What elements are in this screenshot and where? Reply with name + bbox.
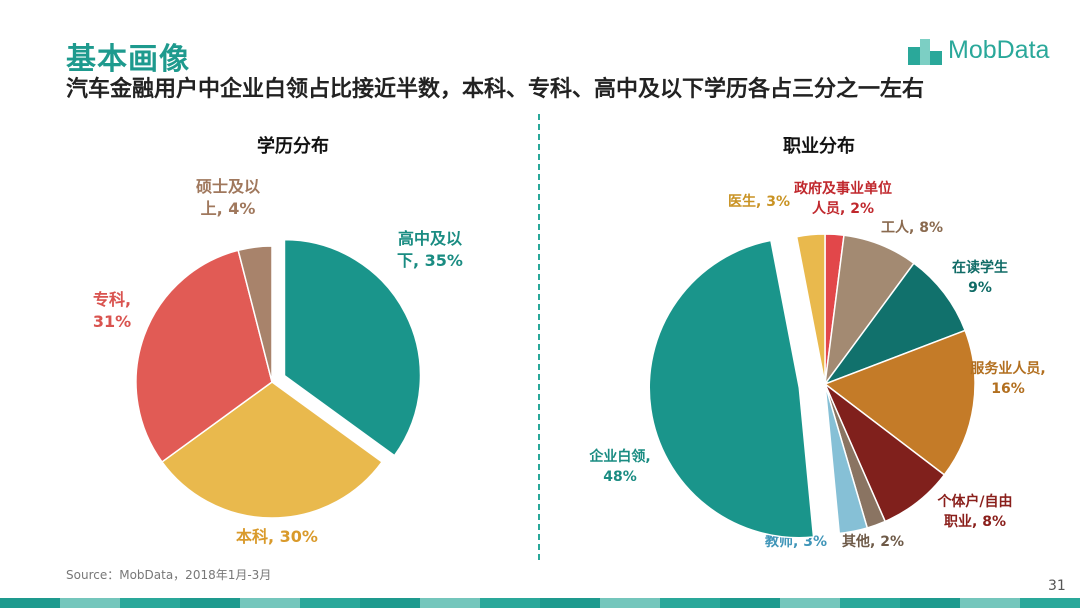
occupation-label-0: 政府及事业单位人员, 2% — [794, 180, 892, 217]
logo-text: MobData — [948, 36, 1050, 64]
occupation-label-4-line-1: 职业, 8% — [944, 514, 1006, 530]
mobdata-logo: MobData — [908, 36, 1049, 65]
education-label-3-line-1: 上, 4% — [201, 199, 256, 218]
occupation-label-7: 企业白领, 48% — [588, 448, 650, 485]
occupation-label-3-line-1: 16% — [991, 381, 1025, 397]
occupation-slice-6 — [824, 383, 869, 535]
section-divider — [538, 114, 540, 560]
page-subtitle: 汽车金融用户中企业白领占比接近半数，本科、专科、高中及以下学历各占三分之一左右 — [66, 77, 925, 102]
education-label-0-line-0: 高中及以 — [398, 229, 462, 248]
occupation-label-7-line-1: 48% — [603, 469, 637, 485]
education-label-2-line-1: 31% — [93, 312, 131, 331]
education-label-3: 硕士及以上, 4% — [196, 177, 260, 218]
education-label-2: 专科, 31% — [93, 290, 131, 331]
occupation-slice-3 — [823, 329, 976, 476]
occupation-label-2: 在读学生 9% — [952, 259, 1008, 296]
occupation-label-0-line-1: 人员, 2% — [812, 200, 874, 217]
education-label-0: 高中及以下, 35% — [397, 229, 463, 270]
education-slice-1 — [160, 381, 384, 519]
occupation-label-3-line-0: 服务业人员, — [970, 360, 1045, 377]
education-label-1-line-0: 本科, 30% — [236, 527, 318, 546]
education-label-2-line-0: 专科, — [93, 290, 131, 309]
occupation-label-1-line-0: 工人, 8% — [881, 219, 943, 236]
occupation-slice-7 — [648, 239, 815, 539]
occupation-label-0-line-0: 政府及事业单位 — [794, 180, 892, 197]
occupation-label-1: 工人, 8% — [881, 219, 943, 236]
occupation-label-3: 服务业人员, 16% — [970, 360, 1045, 397]
education-label-0-line-1: 下, 35% — [397, 251, 463, 270]
occupation-label-4-line-0: 个体户/自由 — [936, 493, 1012, 510]
education-label-1: 本科, 30% — [236, 527, 318, 546]
occupation-label-8-line-0: 医生, 3% — [728, 193, 790, 210]
education-label-3-line-0: 硕士及以 — [196, 177, 260, 196]
page-title: 基本画像 — [66, 42, 190, 77]
page-number: 31 — [1048, 578, 1066, 594]
occupation-label-8: 医生, 3% — [728, 193, 790, 210]
occupation-chart-title: 职业分布 — [783, 136, 855, 157]
occupation-label-2-line-0: 在读学生 — [952, 259, 1008, 276]
education-slice-2 — [135, 249, 273, 463]
occupation-label-5: 其他, 2% — [842, 533, 904, 550]
education-slice-3 — [237, 245, 273, 383]
occupation-slice-8 — [795, 233, 826, 385]
education-slice-0 — [283, 238, 422, 457]
occupation-label-4: 个体户/自由职业, 8% — [936, 493, 1012, 530]
education-chart-title: 学历分布 — [257, 136, 329, 157]
bottom-decoration-bar — [0, 598, 1080, 608]
occupation-label-5-line-0: 其他, 2% — [842, 533, 904, 550]
occupation-slice-2 — [822, 262, 967, 386]
mobdata-logo-icon — [908, 38, 942, 65]
source-note: Source：MobData，2018年1月-3月 — [66, 568, 272, 582]
occupation-label-2-line-1: 9% — [968, 280, 992, 296]
occupation-label-7-line-0: 企业白领, — [588, 448, 650, 465]
